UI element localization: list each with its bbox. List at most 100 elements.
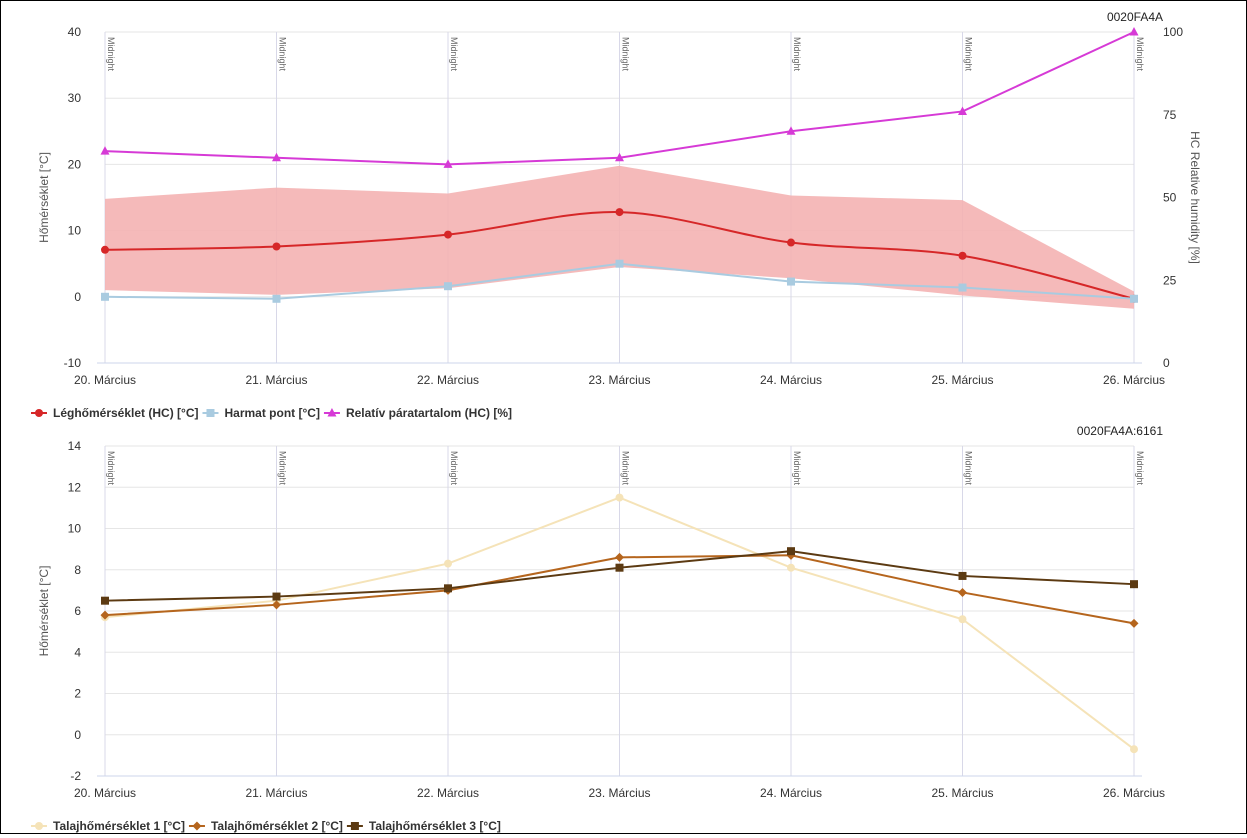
legend-symbol (350, 822, 359, 830)
y-tick-label-left: 6 (74, 604, 81, 618)
data-point (444, 584, 452, 593)
y-tick-label-right: 25 (1163, 273, 1177, 287)
x-tick-label: 24. Március (760, 786, 822, 800)
midnight-label: Midnight (449, 37, 459, 72)
midnight-label: Midnight (449, 451, 459, 486)
x-tick-label: 22. Március (417, 373, 479, 387)
y-tick-label-right: 100 (1163, 25, 1183, 39)
legend-item-3: Relatív páratartalom (HC) [%] (323, 406, 512, 420)
y-tick-label-left: 8 (74, 563, 81, 577)
y-tick-label-left: 4 (74, 645, 81, 659)
legend-symbol (192, 821, 202, 831)
y-axis-title-right: HC Relative humidity [%] (1188, 131, 1202, 264)
midnight-label: Midnight (964, 451, 974, 486)
data-point (272, 294, 281, 303)
legend-label: Talajhőmérséklet 3 [°C] (369, 819, 501, 833)
data-point (101, 245, 109, 254)
legend-label: Léghőmérséklet (HC) [°C] (53, 406, 198, 420)
y-tick-label-left: 2 (74, 687, 81, 701)
data-point (101, 596, 109, 605)
data-point (444, 282, 452, 291)
midnight-label: Midnight (278, 451, 288, 486)
data-point (615, 563, 624, 572)
midnight-label: Midnight (1135, 451, 1145, 486)
y-tick-label-right: 75 (1163, 108, 1177, 122)
data-point (272, 152, 281, 162)
data-point (786, 126, 796, 135)
legend-item-3: Talajhőmérséklet 3 [°C] (346, 819, 501, 833)
midnight-label: Midnight (106, 37, 116, 72)
data-point (615, 208, 624, 217)
y-tick-label-right: 50 (1163, 191, 1177, 205)
data-point (443, 159, 453, 168)
x-tick-label: 22. Március (417, 786, 479, 800)
midnight-label: Midnight (106, 451, 116, 486)
midnight-label: Midnight (964, 37, 974, 72)
station-id-top: 0020FA4A (1107, 10, 1163, 24)
legend-label: Talajhőmérséklet 2 [°C] (211, 819, 343, 833)
data-point (1130, 745, 1138, 754)
data-point (958, 571, 967, 580)
x-tick-label: 20. Március (74, 373, 136, 387)
data-point (1129, 618, 1139, 628)
y-tick-label-left: 14 (68, 439, 82, 453)
data-point (958, 615, 967, 624)
data-point (958, 251, 967, 260)
station-id-bottom: 0020FA4A:6161 (1077, 424, 1163, 438)
y-tick-label-right: 0 (1163, 356, 1170, 370)
data-point (787, 277, 795, 286)
y-tick-label-left: 10 (68, 224, 82, 238)
y-axis-title-left: Hőmérséklet [°C] (37, 152, 51, 243)
midnight-label: Midnight (792, 451, 802, 486)
data-point (958, 587, 967, 597)
data-point (1130, 580, 1138, 589)
midnight-label: Midnight (1135, 37, 1145, 72)
legend-item-2: Talajhőmérséklet 2 [°C] (188, 819, 343, 833)
x-tick-label: 23. Március (588, 786, 650, 800)
data-point (958, 106, 967, 115)
temperature-range-band (105, 165, 1134, 309)
legend-item-2: Harmat pont [°C] (202, 406, 320, 420)
x-tick-label: 24. Március (760, 373, 822, 387)
x-tick-label: 25. Március (931, 373, 993, 387)
x-tick-label: 25. Március (931, 786, 993, 800)
data-point (100, 146, 110, 155)
x-tick-label: 26. Március (1103, 373, 1165, 387)
y-tick-label-left: 20 (68, 157, 82, 171)
legend-symbol (327, 408, 337, 417)
legend-item-1: Talajhőmérséklet 1 [°C] (31, 819, 185, 833)
midnight-label: Midnight (792, 37, 802, 72)
data-point (100, 610, 110, 620)
midnight-label: Midnight (278, 37, 288, 72)
y-tick-label-left: 12 (68, 480, 82, 494)
y-tick-label-left: -10 (64, 356, 82, 370)
data-point (272, 600, 281, 610)
midnight-label: Midnight (621, 451, 631, 486)
chart-panel-2: -2 0 2 4 6 8 10 12 14 Midnight 20. Március Midnight… (31, 439, 1165, 833)
legend-symbol (35, 822, 43, 830)
x-tick-label: 21. Március (245, 373, 307, 387)
x-tick-label: 21. Március (245, 786, 307, 800)
legend-item-1: Léghőmérséklet (HC) [°C] (31, 406, 198, 420)
data-point (272, 592, 281, 601)
data-point (787, 563, 795, 572)
legend-label: Relatív páratartalom (HC) [%] (346, 406, 512, 420)
x-tick-label: 26. Március (1103, 786, 1165, 800)
legend-symbol (35, 409, 43, 417)
data-point (615, 552, 624, 562)
y-tick-label-left: 0 (74, 728, 81, 742)
chart-panel-1: -10 0 10 20 30 40 0 25 50 75 100 Midnight 20. Márciu… (31, 25, 1202, 420)
data-point (272, 242, 281, 251)
legend-label: Harmat pont [°C] (224, 406, 319, 420)
data-point (615, 493, 624, 502)
y-tick-label-left: 30 (68, 91, 82, 105)
y-tick-label-left: 40 (68, 25, 82, 39)
data-point (101, 292, 109, 301)
data-point (1129, 27, 1139, 36)
data-point (787, 547, 795, 556)
legend-symbol (206, 409, 215, 417)
midnight-label: Midnight (621, 37, 631, 72)
legend-label: Talajhőmérséklet 1 [°C] (53, 819, 185, 833)
